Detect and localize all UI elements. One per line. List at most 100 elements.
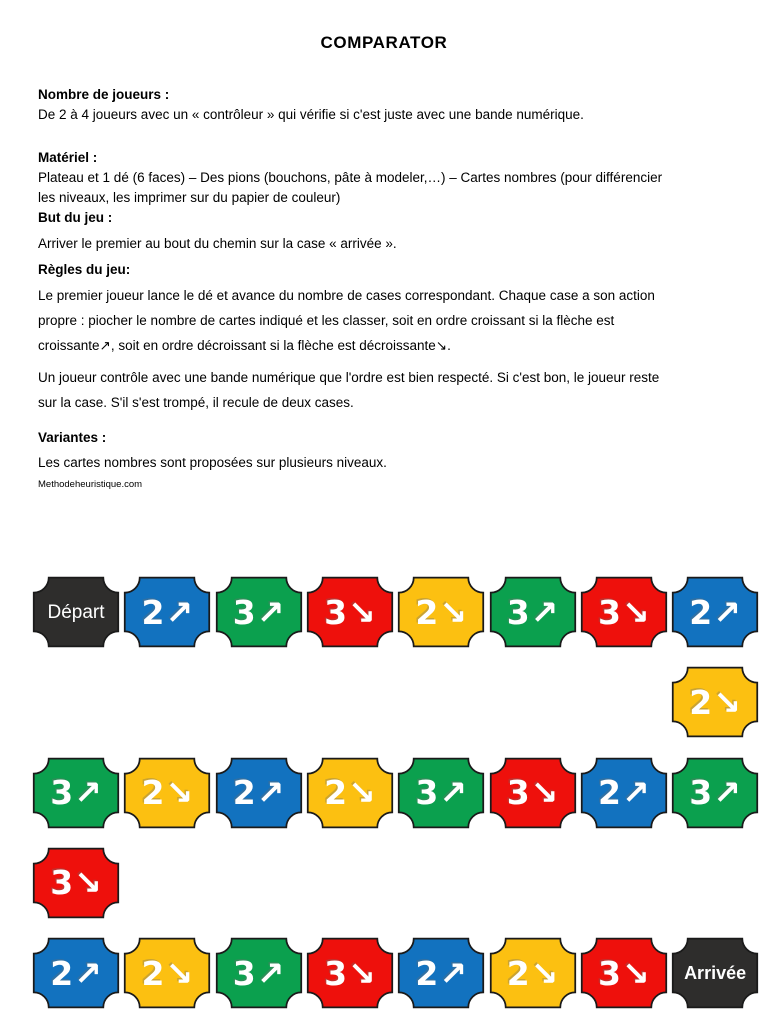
tile-shape — [32, 576, 120, 648]
body-but-du-jeu: Arriver le premier au bout du chemin sur… — [38, 236, 397, 251]
tile-shape — [32, 937, 120, 1009]
ascending-arrow-icon: ↗ — [713, 773, 741, 813]
ascending-arrow-icon: ↗ — [530, 592, 559, 632]
tile-label: 3 ↗ — [215, 935, 303, 1011]
descending-arrow-icon: ↘ — [348, 773, 376, 813]
tile-shape — [215, 757, 302, 828]
tile-shape — [489, 757, 576, 828]
card-count: 2 — [324, 773, 348, 813]
tile-shape — [306, 576, 394, 648]
tile-shape — [671, 757, 759, 828]
ascending-arrow-icon: ↗ — [165, 592, 194, 632]
tile-label: 2 ↗ — [32, 935, 120, 1011]
card-count: 3 — [324, 953, 348, 993]
card-count: 3 — [232, 592, 256, 632]
card-count: 3 — [506, 592, 530, 632]
board-tile-2-up: 2 ↗ — [123, 574, 211, 650]
tile-label: 3 ↘ — [306, 935, 394, 1011]
board-tile-2-down: 2 ↘ — [123, 755, 211, 831]
board-tile-2-down: 2 ↘ — [123, 935, 211, 1011]
ascending-arrow-icon: ↗ — [713, 592, 741, 632]
heading-regles: Règles du jeu: — [38, 262, 131, 277]
board-tile-3-up: 3 ↗ — [397, 755, 485, 831]
card-count: 3 — [415, 773, 439, 813]
start-tile: Départ — [32, 574, 120, 650]
ascending-arrow-icon: ↗ — [74, 953, 102, 993]
tile-label: 2 ↗ — [215, 755, 303, 831]
descending-arrow-icon: ↘ — [348, 592, 376, 632]
tile-shape — [489, 576, 576, 648]
heading-variantes: Variantes : — [38, 430, 107, 445]
board-tile-2-up: 2 ↗ — [580, 755, 668, 831]
descending-arrow-icon: ↘ — [530, 773, 559, 813]
card-count: 3 — [50, 773, 74, 813]
tile-label: 3 ↘ — [580, 574, 668, 650]
card-count: 2 — [506, 953, 530, 993]
board-tile-3-down: 3 ↘ — [580, 935, 668, 1011]
tile-shape — [306, 757, 394, 828]
tile-word: Départ — [47, 601, 105, 623]
board-tile-3-down: 3 ↘ — [306, 935, 394, 1011]
card-count: 2 — [232, 773, 256, 813]
tile-shape — [32, 757, 120, 828]
card-count: 3 — [597, 953, 621, 993]
tile-shape — [671, 667, 759, 738]
finish-tile: Arrivée — [671, 935, 759, 1011]
tile-label: 2 ↗ — [397, 935, 485, 1011]
tile-label: 3 ↘ — [306, 574, 394, 650]
tile-shape — [306, 937, 394, 1009]
descending-arrow-icon: ↘ — [713, 682, 741, 722]
card-count: 3 — [232, 953, 256, 993]
tile-label: 3 ↗ — [489, 574, 577, 650]
descending-arrow-icon: ↘ — [348, 953, 376, 993]
board-tile-3-up: 3 ↗ — [489, 574, 577, 650]
card-count: 2 — [50, 953, 74, 993]
tile-shape — [124, 757, 211, 828]
tile-shape — [215, 576, 302, 648]
body-variantes: Les cartes nombres sont proposées sur pl… — [38, 455, 387, 470]
rules-text: Nombre de joueurs : De 2 à 4 joueurs ave… — [38, 78, 752, 491]
tile-shape — [489, 937, 576, 1009]
board-tile-3-up: 3 ↗ — [32, 755, 120, 831]
board-tile-2-up: 2 ↗ — [671, 574, 759, 650]
board-tile-3-down: 3 ↘ — [306, 574, 394, 650]
tile-label: 2 ↘ — [489, 935, 577, 1011]
tile-word: Arrivée — [684, 963, 747, 984]
tile-label: 2 ↘ — [671, 664, 759, 740]
descending-arrow-icon: ↘ — [74, 863, 102, 903]
tile-shape — [398, 937, 485, 1009]
heading-materiel: Matériel : — [38, 150, 98, 165]
board-tile-2-down: 2 ↘ — [489, 935, 577, 1011]
tile-label: 2 ↗ — [580, 755, 668, 831]
tile-shape — [580, 576, 667, 648]
descending-arrow-icon: ↘ — [439, 592, 467, 632]
heading-but-du-jeu: But du jeu : — [38, 210, 113, 225]
board-tile-3-down: 3 ↘ — [489, 755, 577, 831]
board-tile-2-up: 2 ↗ — [215, 755, 303, 831]
board-tile-3-down: 3 ↘ — [580, 574, 668, 650]
tile-label: 2 ↘ — [123, 755, 211, 831]
tile-shape — [124, 937, 211, 1009]
body-regles-2: Un joueur contrôle avec une bande numéri… — [38, 370, 660, 410]
descending-arrow-icon: ↘ — [621, 592, 650, 632]
descending-arrow-icon: ↘ — [621, 953, 650, 993]
ascending-arrow-icon: ↗ — [621, 773, 650, 813]
card-count: 2 — [689, 592, 713, 632]
card-count: 2 — [415, 592, 439, 632]
ascending-arrow-icon: ↗ — [256, 953, 285, 993]
card-count: 2 — [415, 953, 439, 993]
tile-shape — [580, 757, 667, 828]
tile-label: 3 ↗ — [671, 755, 759, 831]
tile-shape — [398, 576, 485, 648]
tile-shape — [215, 937, 302, 1009]
heading-nombre-joueurs: Nombre de joueurs : — [38, 87, 170, 102]
tile-label: 3 ↘ — [32, 845, 120, 921]
ascending-arrow-icon: ↗ — [74, 773, 102, 813]
tile-label: 3 ↘ — [489, 755, 577, 831]
board-tile-3-up: 3 ↗ — [215, 935, 303, 1011]
tile-shape — [398, 757, 485, 828]
board-tile-2-up: 2 ↗ — [32, 935, 120, 1011]
tile-shape — [671, 576, 759, 648]
tile-label: 2 ↘ — [397, 574, 485, 650]
